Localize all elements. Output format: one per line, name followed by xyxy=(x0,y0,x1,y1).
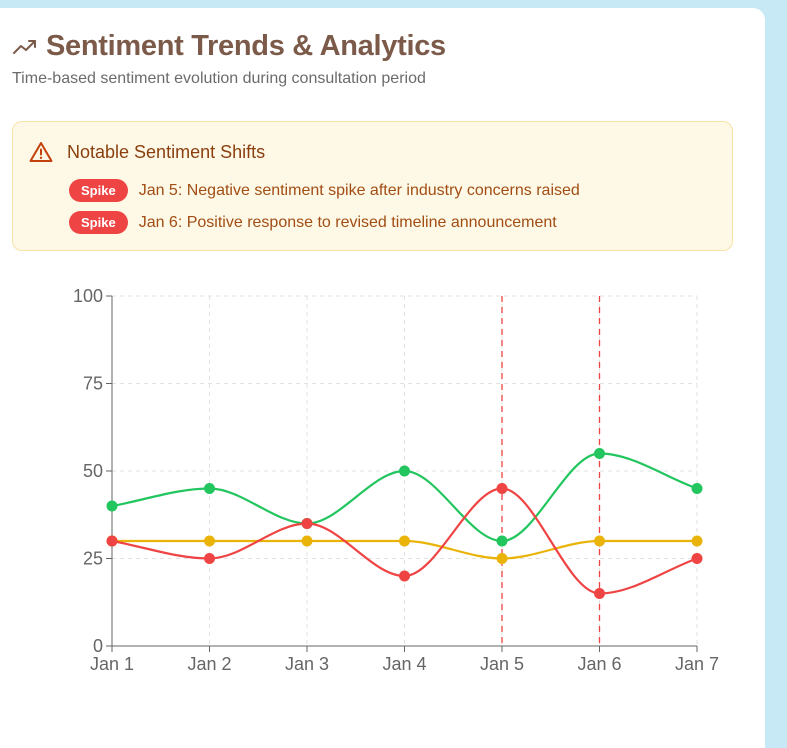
warning-triangle-icon xyxy=(29,142,53,162)
data-point-2 xyxy=(496,483,508,494)
x-tick-label: Jan 1 xyxy=(90,654,134,674)
data-point-0 xyxy=(106,500,118,512)
alert-title: Notable Sentiment Shifts xyxy=(67,141,266,162)
sentiment-line-chart: 0 25 50 75 100 Jan 1 Jan 2 Jan 3 Jan 4 Jan 5 Jan 6… xyxy=(73,286,719,674)
spike-badge: Spike xyxy=(69,211,128,234)
data-point-1 xyxy=(496,553,508,564)
data-point-2 xyxy=(594,588,605,599)
spike-badge: Spike xyxy=(69,179,128,202)
data-point-1 xyxy=(301,535,313,547)
shift-text: Jan 6: Positive response to revised time… xyxy=(138,213,557,231)
page-subtitle: Time-based sentiment evolution during co… xyxy=(12,70,426,87)
alert-header: Notable Sentiment Shifts xyxy=(29,141,265,163)
y-tick-label: 100 xyxy=(73,286,103,306)
data-point-0 xyxy=(204,483,215,494)
data-point-1 xyxy=(594,535,605,547)
x-tick-label: Jan 2 xyxy=(187,654,231,674)
y-tick-label: 50 xyxy=(83,461,103,481)
x-tick-label: Jan 3 xyxy=(285,654,329,674)
data-point-1 xyxy=(204,535,215,547)
data-point-0 xyxy=(594,448,605,459)
x-tick-label: Jan 4 xyxy=(382,654,426,674)
shift-item: Spike Jan 6: Positive response to revise… xyxy=(69,211,557,234)
data-point-0 xyxy=(399,465,410,477)
data-point-2 xyxy=(691,553,703,564)
sentiment-shifts-alert: Notable Sentiment Shifts Spike Jan 5: Ne… xyxy=(12,121,733,251)
y-tick-label: 25 xyxy=(83,549,103,569)
page-title: Sentiment Trends & Analytics xyxy=(46,30,446,62)
x-tick-label: Jan 7 xyxy=(675,654,719,674)
shift-text: Jan 5: Negative sentiment spike after in… xyxy=(138,181,580,199)
data-point-2 xyxy=(301,518,313,529)
y-tick-label: 75 xyxy=(83,374,103,394)
data-point-0 xyxy=(691,483,703,494)
trending-up-icon xyxy=(13,39,36,54)
x-tick-label: Jan 6 xyxy=(577,654,621,674)
data-point-2 xyxy=(204,553,215,564)
data-point-2 xyxy=(399,570,410,582)
x-tick-label: Jan 5 xyxy=(480,654,524,674)
card-header: Sentiment Trends & Analytics xyxy=(12,30,446,63)
data-point-0 xyxy=(496,535,508,547)
data-point-1 xyxy=(399,535,410,547)
y-tick-label: 0 xyxy=(93,636,103,656)
data-point-1 xyxy=(691,535,703,547)
data-point-2 xyxy=(106,535,118,547)
shift-item: Spike Jan 5: Negative sentiment spike af… xyxy=(69,179,580,202)
